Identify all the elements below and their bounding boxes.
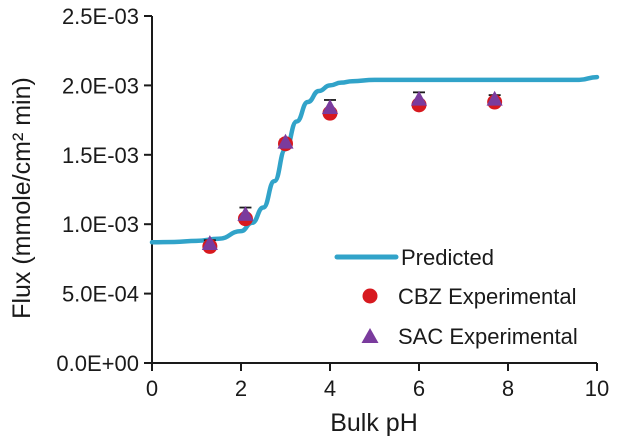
plot-area: 0 2 4 6 8 10 0.0E+00 5.0E-04 1.0E-03 1.5E-03 2.0E-… — [56, 4, 609, 401]
legend-label-sac: SAC Experimental — [398, 324, 578, 349]
x-axis-title: Bulk pH — [330, 409, 418, 437]
data-point-sac — [201, 235, 218, 251]
x-tick-label: 10 — [585, 376, 609, 401]
x-tick-label: 4 — [324, 376, 336, 401]
cbz-marker-swatch — [362, 288, 378, 304]
sac-marker-swatch — [361, 328, 379, 343]
x-tick-label: 6 — [413, 376, 425, 401]
y-axis-title: Flux (mmole/cm² min) — [8, 77, 36, 319]
y-tick-label: 2.0E-03 — [62, 73, 139, 98]
data-point-sac — [277, 133, 294, 149]
data-point-sac — [237, 205, 254, 221]
legend: Predicted CBZ Experimental SAC Experimen… — [334, 245, 578, 349]
y-tick-label: 5.0E-04 — [62, 282, 139, 307]
predicted-curve — [149, 74, 600, 245]
data-point-sac — [410, 90, 428, 106]
x-tick-label: 8 — [502, 376, 514, 401]
y-tick-label: 1.5E-03 — [62, 143, 139, 168]
legend-label-cbz: CBZ Experimental — [398, 284, 577, 309]
y-tick-label: 0.0E+00 — [56, 351, 139, 376]
data-point-sac — [486, 90, 503, 106]
y-tick-label: 1.0E-03 — [62, 212, 139, 237]
y-tick-label: 2.5E-03 — [62, 4, 139, 29]
data-point-sac — [321, 99, 339, 114]
legend-label-predicted: Predicted — [401, 245, 494, 270]
x-tick-label: 2 — [235, 376, 247, 401]
x-tick-label: 0 — [146, 376, 158, 401]
